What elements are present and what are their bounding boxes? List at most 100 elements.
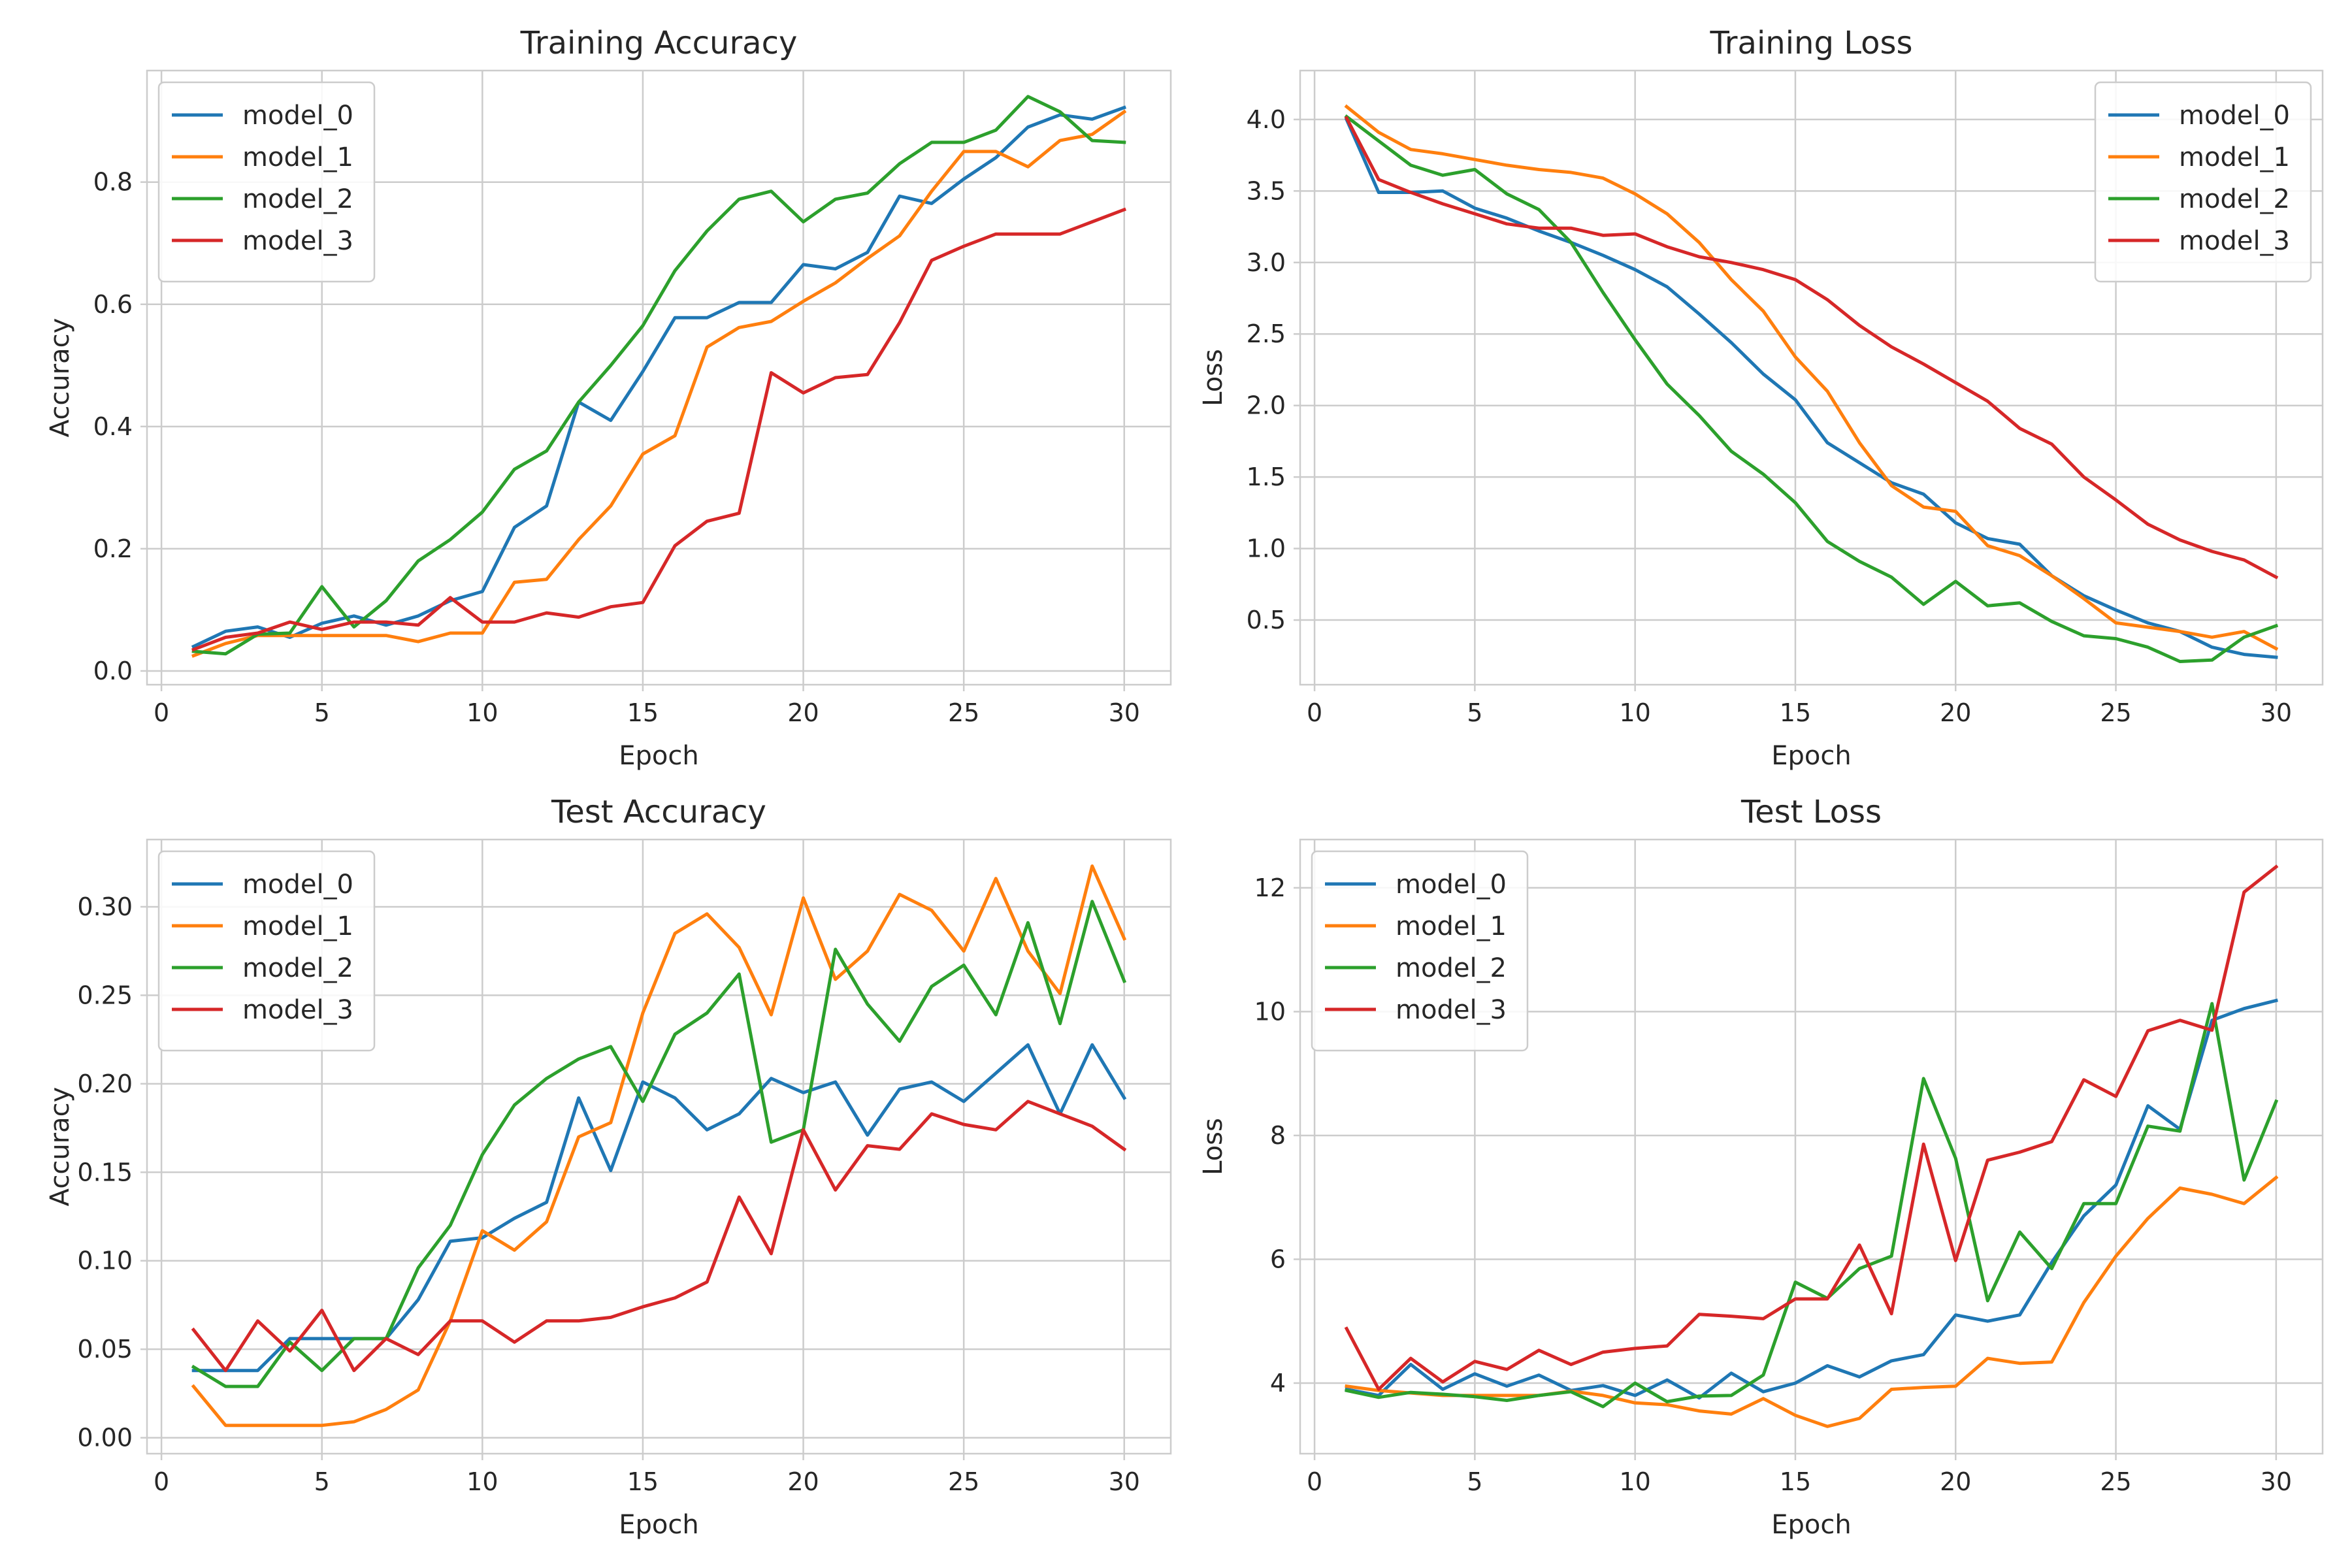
y-tick-label: 4 bbox=[1270, 1369, 1286, 1397]
y-tick-label: 0.15 bbox=[77, 1158, 133, 1186]
x-tick-label: 10 bbox=[466, 1467, 498, 1496]
x-tick-label: 30 bbox=[2261, 698, 2292, 727]
y-tick-label: 0.2 bbox=[93, 534, 133, 563]
axes-frame bbox=[146, 838, 1172, 1455]
series-line-model-3 bbox=[1344, 116, 2279, 580]
x-axis-label: Epoch bbox=[619, 1510, 698, 1540]
legend-label: model_1 bbox=[2179, 142, 2290, 172]
x-tick-label: 0 bbox=[154, 698, 169, 727]
x-tick-label: 25 bbox=[948, 1467, 979, 1496]
legend-label: model_0 bbox=[1396, 870, 1507, 900]
series-line-model-2 bbox=[1344, 114, 2279, 663]
x-axis-label: Epoch bbox=[1771, 741, 1851, 771]
legend-label: model_3 bbox=[242, 995, 353, 1025]
legend-label: model_3 bbox=[242, 226, 353, 256]
panel-title: Test Loss bbox=[1740, 794, 1882, 830]
y-tick-label: 0.5 bbox=[1247, 606, 1286, 634]
x-tick-label: 10 bbox=[466, 698, 498, 727]
series-line-model-1 bbox=[1344, 104, 2279, 651]
y-tick-label: 0.20 bbox=[77, 1070, 133, 1098]
y-tick-label: 2.5 bbox=[1247, 319, 1286, 348]
legend-label: model_1 bbox=[1396, 911, 1507, 941]
axes-frame bbox=[146, 69, 1172, 686]
y-tick-label: 0.25 bbox=[77, 981, 133, 1009]
legend-box bbox=[157, 81, 376, 283]
legend-label: model_0 bbox=[2179, 101, 2290, 131]
panel-training-loss: 0 5 10 15 20 25 30 0.5 1.0 1.5 2.0 2.5 3.0 3.5 4.0 Tra… bbox=[1198, 25, 2324, 771]
series-line-model-0 bbox=[191, 105, 1127, 649]
y-axis-label: Accuracy bbox=[45, 1087, 75, 1207]
y-axis-label: Accuracy bbox=[45, 318, 75, 438]
y-axis-label: Loss bbox=[1198, 1118, 1228, 1175]
series-line-model-1 bbox=[1345, 1175, 2279, 1428]
y-tick-label: 3.5 bbox=[1247, 176, 1286, 205]
panel-test-accuracy: 0 5 10 15 20 25 30 0.00 0.05 0.10 0.15 0.20 0.25 0.30… bbox=[45, 794, 1172, 1540]
x-tick-label: 20 bbox=[787, 698, 819, 727]
series-line-model-3 bbox=[1344, 864, 2279, 1391]
legend-label: model_1 bbox=[242, 142, 353, 172]
y-tick-label: 2.0 bbox=[1247, 391, 1286, 420]
x-tick-label: 15 bbox=[1780, 1467, 1811, 1496]
panel-title: Training Loss bbox=[1710, 25, 1913, 61]
series-line-model-2 bbox=[191, 900, 1127, 1388]
series-line-model-2 bbox=[1345, 1002, 2279, 1409]
panel-title: Training Accuracy bbox=[520, 25, 798, 61]
x-tick-label: 30 bbox=[2261, 1467, 2292, 1496]
series-line-model-0 bbox=[1344, 117, 2278, 659]
x-tick-label: 5 bbox=[1467, 698, 1482, 727]
y-tick-label: 1.5 bbox=[1247, 463, 1286, 491]
y-tick-label: 0.05 bbox=[77, 1335, 133, 1364]
y-tick-label: 3.0 bbox=[1247, 248, 1286, 277]
x-tick-label: 10 bbox=[1619, 698, 1650, 727]
x-tick-label: 5 bbox=[314, 1467, 330, 1496]
y-tick-label: 0.30 bbox=[77, 892, 133, 921]
x-tick-label: 30 bbox=[1109, 1467, 1140, 1496]
legend: model_0 model_1 model_2 model_3 bbox=[2094, 81, 2312, 283]
legend-label: model_3 bbox=[1396, 995, 1507, 1025]
series-line-model-3 bbox=[191, 207, 1127, 652]
y-tick-label: 0.00 bbox=[77, 1424, 133, 1452]
panel-title: Test Accuracy bbox=[551, 794, 766, 830]
x-tick-label: 25 bbox=[948, 698, 979, 727]
series-line-model-1 bbox=[191, 864, 1127, 1428]
series-line-model-2 bbox=[191, 95, 1126, 656]
legend-label: model_0 bbox=[242, 101, 353, 131]
legend-box bbox=[2094, 81, 2312, 283]
x-tick-label: 20 bbox=[1940, 1467, 1971, 1496]
series-line-model-0 bbox=[1345, 998, 2278, 1400]
y-tick-label: 6 bbox=[1270, 1245, 1286, 1273]
y-tick-label: 0.4 bbox=[93, 412, 133, 441]
y-tick-label: 0.6 bbox=[93, 290, 133, 319]
x-tick-label: 20 bbox=[1940, 698, 1971, 727]
y-tick-label: 4.0 bbox=[1247, 105, 1286, 134]
legend-label: model_2 bbox=[242, 184, 353, 214]
x-tick-label: 0 bbox=[1307, 1467, 1322, 1496]
x-tick-label: 5 bbox=[314, 698, 330, 727]
legend-box bbox=[157, 850, 376, 1052]
legend: model_0 model_1 model_2 model_3 bbox=[1311, 850, 1529, 1052]
legend: model_0 model_1 model_2 model_3 bbox=[157, 81, 376, 283]
axes-frame bbox=[1299, 838, 2324, 1455]
legend-label: model_3 bbox=[2179, 226, 2290, 256]
series-line-model-0 bbox=[191, 1043, 1127, 1373]
legend-label: model_1 bbox=[242, 911, 353, 941]
legend-label: model_2 bbox=[242, 953, 353, 983]
legend-label: model_0 bbox=[242, 870, 353, 900]
x-tick-label: 30 bbox=[1109, 698, 1140, 727]
y-tick-label: 1.0 bbox=[1247, 534, 1286, 563]
y-axis-label: Loss bbox=[1198, 349, 1228, 406]
y-tick-label: 8 bbox=[1270, 1121, 1286, 1150]
legend: model_0 model_1 model_2 model_3 bbox=[157, 850, 376, 1052]
y-tick-label: 0.8 bbox=[93, 168, 133, 197]
axes-frame bbox=[1299, 69, 2324, 686]
x-tick-label: 15 bbox=[627, 698, 659, 727]
series-line-model-3 bbox=[191, 1100, 1127, 1373]
y-tick-label: 0.0 bbox=[93, 657, 133, 685]
x-axis-label: Epoch bbox=[619, 741, 698, 771]
legend-label: model_2 bbox=[2179, 184, 2290, 214]
legend-box bbox=[1311, 850, 1529, 1052]
x-tick-label: 25 bbox=[2100, 1467, 2131, 1496]
x-tick-label: 10 bbox=[1619, 1467, 1650, 1496]
x-tick-label: 15 bbox=[1780, 698, 1811, 727]
